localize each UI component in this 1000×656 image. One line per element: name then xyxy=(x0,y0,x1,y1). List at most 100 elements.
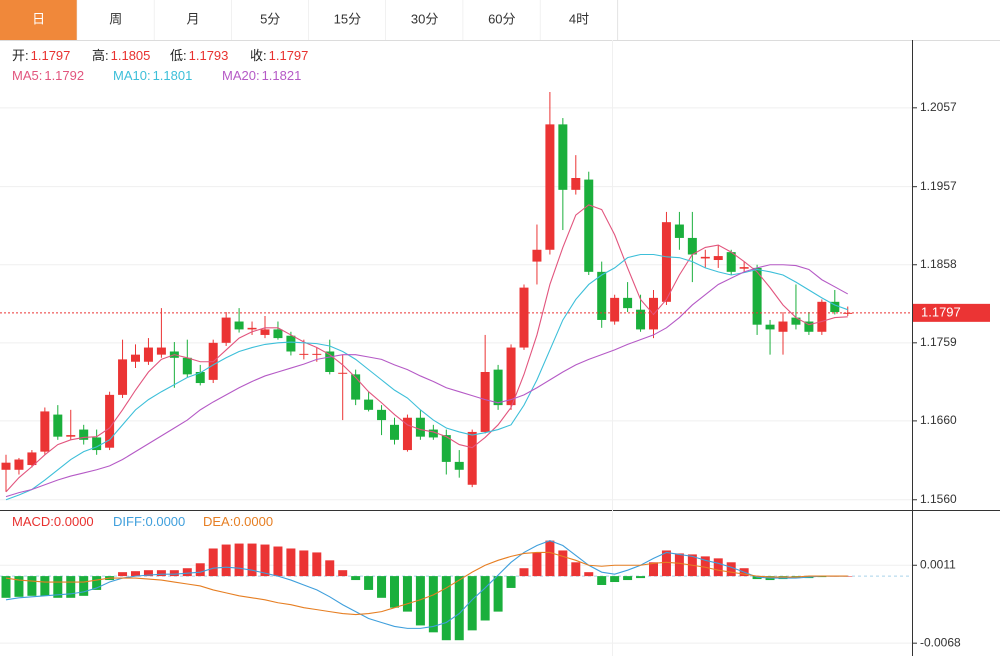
legend-entry: 低: 1.1793 xyxy=(170,48,228,63)
candle-body xyxy=(390,424,399,440)
legend-label: MA10: xyxy=(113,68,151,83)
macd-bar xyxy=(700,556,710,577)
candle-body xyxy=(636,309,646,330)
candle-body xyxy=(713,256,723,261)
macd-bar xyxy=(325,560,335,577)
tab[interactable]: 60分 xyxy=(463,0,541,40)
tab[interactable]: 15分 xyxy=(308,0,387,40)
candle-body xyxy=(377,409,387,421)
macd-bar xyxy=(467,576,477,631)
legend-value: 0.0000 xyxy=(146,514,186,529)
last-price-box xyxy=(913,303,990,322)
y-tick-label: -0.0068 xyxy=(920,635,961,649)
candle-body xyxy=(182,357,192,375)
macd-bar xyxy=(221,544,231,577)
ma-line xyxy=(5,264,849,498)
tab[interactable]: 30分 xyxy=(386,0,464,40)
tab[interactable]: 月 xyxy=(154,0,233,40)
candle-body xyxy=(415,417,425,437)
tab-bg[interactable] xyxy=(386,0,464,40)
tab[interactable]: 5分 xyxy=(231,0,310,40)
candle-body xyxy=(584,179,594,272)
legend-entry: MA5: 1.1792 xyxy=(12,68,84,83)
tab-label[interactable]: 15分 xyxy=(334,11,361,26)
macd-bar xyxy=(273,546,283,577)
candle-body xyxy=(687,237,697,255)
macd-bar xyxy=(14,576,24,597)
legend-value: 1.1792 xyxy=(44,68,84,83)
candle-body xyxy=(299,353,309,355)
macd-bar xyxy=(377,576,387,598)
candle-body xyxy=(338,372,348,374)
macd-bar xyxy=(545,540,555,577)
candle-body xyxy=(118,359,128,395)
macd-bar xyxy=(506,576,516,588)
macd-bar xyxy=(571,562,581,577)
candle-body xyxy=(791,317,801,325)
legend-entry: DIFF:0.0000 xyxy=(113,514,185,529)
macd-bar xyxy=(402,576,412,612)
ma-line xyxy=(5,204,848,493)
tab-label[interactable]: 30分 xyxy=(411,11,438,26)
legend-entry: MA10: 1.1801 xyxy=(113,68,192,83)
tab-bg[interactable] xyxy=(308,0,386,40)
candle-body xyxy=(156,347,166,355)
candle-body xyxy=(143,347,153,362)
legend-label: 开: xyxy=(12,48,29,63)
macd-bar xyxy=(558,550,568,577)
candle-body xyxy=(532,249,542,262)
tab-bg[interactable] xyxy=(231,0,309,40)
macd-bar xyxy=(208,548,218,577)
legend-entry: MACD:0.0000 xyxy=(12,514,94,529)
macd-bar xyxy=(1,576,11,598)
legend-value: 1.1801 xyxy=(153,68,193,83)
y-tick-label: 0.0011 xyxy=(920,557,956,571)
candle-body xyxy=(467,431,477,485)
tab-bg[interactable] xyxy=(154,0,232,40)
y-tick-label: 1.1759 xyxy=(920,335,957,349)
tab-bg[interactable] xyxy=(77,0,155,40)
tab-label[interactable]: 月 xyxy=(186,11,199,26)
macd-bar xyxy=(92,576,102,590)
candle-body xyxy=(66,435,76,437)
macd-bar xyxy=(195,563,205,577)
macd-bar xyxy=(338,570,348,577)
candle-body xyxy=(778,321,788,332)
candle-body xyxy=(571,178,581,190)
macd-bar xyxy=(286,548,296,577)
candle-body xyxy=(40,411,50,452)
candle-body xyxy=(661,222,671,302)
candle-body xyxy=(195,371,205,384)
candle-body xyxy=(53,414,63,437)
y-tick-label: 1.1957 xyxy=(920,179,957,193)
tab-label[interactable]: 4时 xyxy=(569,11,589,26)
candle-body xyxy=(325,351,335,372)
legend-label: 收: xyxy=(250,48,267,63)
macd-bar xyxy=(118,572,128,577)
tab[interactable]: 4时 xyxy=(540,0,619,40)
tab-label[interactable]: 日 xyxy=(32,11,45,26)
candle-body xyxy=(402,417,412,451)
candle-body xyxy=(545,124,555,250)
candle-body xyxy=(480,371,490,432)
tab-bg[interactable] xyxy=(463,0,541,40)
macd-bar xyxy=(623,576,633,581)
tab-bg[interactable] xyxy=(0,0,78,40)
tab-label[interactable]: 60分 xyxy=(488,11,515,26)
tab[interactable]: 周 xyxy=(77,0,155,40)
tab-label[interactable]: 周 xyxy=(109,11,122,26)
tab[interactable]: 日 xyxy=(0,0,78,40)
macd-bar xyxy=(713,558,723,577)
candle-body xyxy=(351,374,361,400)
tab-bg[interactable] xyxy=(540,0,618,40)
candle-body xyxy=(752,267,762,325)
candle-body xyxy=(234,321,244,330)
macd-bar xyxy=(661,550,671,577)
macd-bar xyxy=(390,576,399,608)
legend-entry: 高: 1.1805 xyxy=(92,48,150,63)
legend-entry: 收: 1.1797 xyxy=(250,48,308,63)
tab-label[interactable]: 5分 xyxy=(260,11,280,26)
candle-body xyxy=(765,324,775,330)
macd-bar xyxy=(247,543,257,577)
